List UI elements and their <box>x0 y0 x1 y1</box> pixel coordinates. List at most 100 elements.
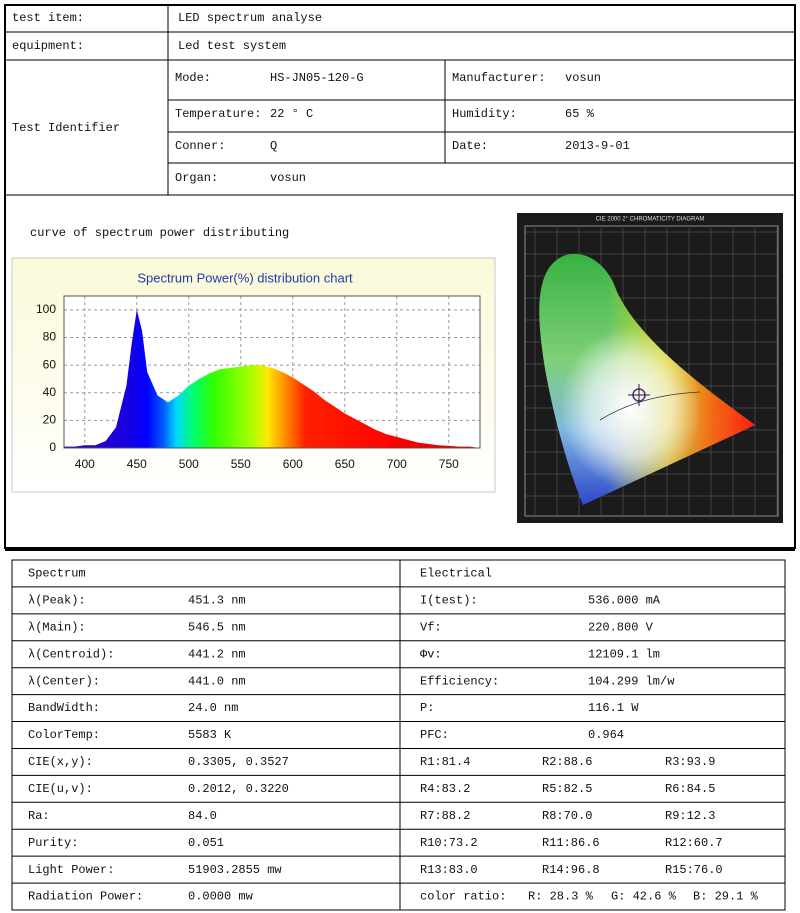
field-label: test item: <box>12 11 84 25</box>
field-label: λ(Center): <box>28 674 100 688</box>
document: test item: LED spectrum analyse equipment:… <box>4 4 796 911</box>
field-value: 0.3305, 0.3527 <box>188 755 289 769</box>
field-label: Temperature: <box>175 107 261 121</box>
field-value: vosun <box>565 71 601 85</box>
field-value: 441.0 nm <box>188 674 246 688</box>
field-value: 220.800 V <box>588 620 654 634</box>
field-label: Radiation Power: <box>28 890 143 904</box>
field-label: Efficiency: <box>420 674 499 688</box>
field-value: 546.5 nm <box>188 620 246 634</box>
field-label: Organ: <box>175 171 218 185</box>
field-value: Led test system <box>178 39 286 53</box>
field-value: 2013-9-01 <box>565 139 630 153</box>
field-value: 51903.2855 mw <box>188 863 282 877</box>
field-value: 0.964 <box>588 728 624 742</box>
field-label: λ(Main): <box>28 620 86 634</box>
field-label: R4:83.2 <box>420 782 470 796</box>
x-tick-label: 450 <box>127 457 147 471</box>
field-value: 5583 K <box>188 728 232 742</box>
field-label: P: <box>420 701 434 715</box>
planckian-locus <box>599 391 701 421</box>
field-value: R9:12.3 <box>665 809 715 823</box>
y-tick-label: 40 <box>43 385 57 399</box>
chart-title: Spectrum Power(%) distribution chart <box>137 270 353 285</box>
frame <box>4 4 796 549</box>
field-value: 0.2012, 0.3220 <box>188 782 289 796</box>
field-label: Manufacturer: <box>452 71 546 85</box>
field-label: R13:83.0 <box>420 863 478 877</box>
field-value: R15:76.0 <box>665 863 723 877</box>
chart-caption: curve of spectrum power distributing <box>30 226 289 240</box>
section-label: Test Identifier <box>12 121 120 135</box>
field-label: λ(Peak): <box>28 594 86 608</box>
field-label: R1:81.4 <box>420 755 470 769</box>
field-label: Conner: <box>175 139 225 153</box>
field-label: ColorTemp: <box>28 728 100 742</box>
field-value: 451.3 nm <box>188 594 246 608</box>
field-value: R8:70.0 <box>542 809 592 823</box>
x-tick-label: 700 <box>387 457 407 471</box>
field-value: 12109.1 lm <box>588 647 660 661</box>
field-value: R2:88.6 <box>542 755 592 769</box>
results-frame <box>11 559 786 911</box>
field-label: equipment: <box>12 39 84 53</box>
field-value: R11:86.6 <box>542 836 600 850</box>
field-value: 22 ° C <box>270 107 313 121</box>
y-tick-label: 20 <box>43 413 57 427</box>
field-value: R3:93.9 <box>665 755 715 769</box>
y-tick-label: 60 <box>43 357 57 371</box>
spectrum-area <box>64 309 480 448</box>
field-label: λ(Centroid): <box>28 647 114 661</box>
field-label: R10:73.2 <box>420 836 478 850</box>
field-label: Humidity: <box>452 107 517 121</box>
column-header: Spectrum <box>28 567 86 581</box>
field-label: I(test): <box>420 594 478 608</box>
y-tick-label: 80 <box>43 330 57 344</box>
field-value: HS-JN05-120-G <box>270 71 364 85</box>
field-value: LED spectrum analyse <box>178 11 322 25</box>
field-label: color ratio: <box>420 890 506 904</box>
field-label: CIE(u,v): <box>28 782 93 796</box>
field-value: 116.1 W <box>588 701 639 715</box>
x-tick-label: 500 <box>179 457 199 471</box>
field-label: CIE(x,y): <box>28 755 93 769</box>
field-label: Date: <box>452 139 488 153</box>
cie-title: CIE 2000 2° CHROMATICITY DIAGRAM <box>596 217 705 223</box>
field-label: PFC: <box>420 728 449 742</box>
field-value: R6:84.5 <box>665 782 715 796</box>
field-label: BandWidth: <box>28 701 100 715</box>
field-value: 65 % <box>565 107 595 121</box>
y-tick-label: 0 <box>49 440 56 454</box>
field-label: Ra: <box>28 809 50 823</box>
field-value: 24.0 nm <box>188 701 238 715</box>
field-value: R14:96.8 <box>542 863 600 877</box>
field-value: 104.299 lm/w <box>588 674 675 688</box>
field-label: Purity: <box>28 836 78 850</box>
plot-border <box>63 295 481 449</box>
field-value: 0.0000 mw <box>188 890 254 904</box>
field-value: 441.2 nm <box>188 647 246 661</box>
x-tick-label: 400 <box>75 457 95 471</box>
field-label: Vf: <box>420 620 442 634</box>
field-label: Light Power: <box>28 863 114 877</box>
y-tick-label: 100 <box>36 302 56 316</box>
field-label: R7:88.2 <box>420 809 470 823</box>
field-value: R12:60.7 <box>665 836 723 850</box>
x-tick-label: 650 <box>335 457 355 471</box>
field-value: Q <box>270 139 277 153</box>
field-value: 84.0 <box>188 809 217 823</box>
field-label: Φv: <box>420 647 442 661</box>
field-value: B: 29.1 % <box>693 890 759 904</box>
cie-frame <box>524 225 779 517</box>
x-tick-label: 550 <box>231 457 251 471</box>
field-value: 0.051 <box>188 836 224 850</box>
field-value: G: 42.6 % <box>611 890 677 904</box>
column-header: Electrical <box>420 567 492 581</box>
field-value: vosun <box>270 171 306 185</box>
field-label: Mode: <box>175 71 211 85</box>
field-value: R5:82.5 <box>542 782 592 796</box>
field-value: 536.000 mA <box>588 594 661 608</box>
x-tick-label: 750 <box>439 457 459 471</box>
